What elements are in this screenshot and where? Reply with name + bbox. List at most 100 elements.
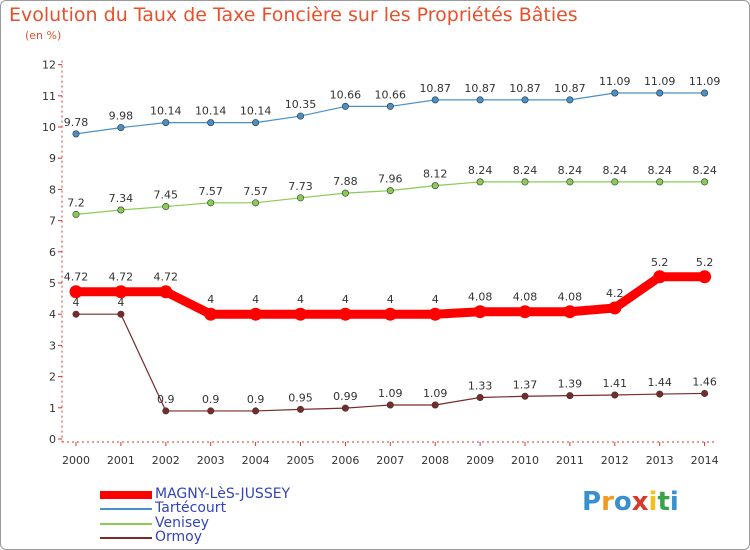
- data-point: [656, 89, 664, 97]
- data-point: [656, 390, 664, 398]
- data-label: 0.9: [202, 393, 220, 406]
- data-point: [386, 102, 394, 110]
- data-point: [653, 270, 667, 284]
- data-point: [162, 203, 170, 211]
- data-label: 5.2: [651, 256, 669, 269]
- data-point: [252, 407, 260, 415]
- data-point: [611, 178, 619, 186]
- data-label: 4: [387, 293, 394, 306]
- data-label: 11.09: [689, 75, 721, 88]
- y-tick-label: 5: [49, 277, 56, 290]
- y-tick-label: 10: [42, 121, 56, 134]
- data-label: 10.87: [464, 82, 496, 95]
- data-point: [341, 189, 349, 197]
- data-point: [341, 102, 349, 110]
- y-tick-label: 1: [49, 402, 56, 415]
- data-point: [563, 305, 577, 319]
- data-point: [162, 407, 170, 415]
- data-point: [701, 178, 709, 186]
- data-label: 4.72: [64, 271, 89, 284]
- data-point: [69, 285, 83, 299]
- data-label: 7.73: [288, 180, 313, 193]
- legend-label: Tartécourt: [155, 500, 227, 516]
- y-tick-label: 4: [49, 308, 56, 321]
- x-tick-label: 2013: [646, 454, 674, 467]
- legend-swatch: [100, 491, 152, 499]
- data-label: 4: [252, 293, 259, 306]
- data-label: 4.72: [154, 271, 179, 284]
- data-point: [114, 285, 128, 299]
- x-tick-label: 2007: [376, 454, 404, 467]
- data-label: 10.14: [195, 105, 227, 118]
- logo-letter: P: [582, 487, 602, 517]
- data-point: [296, 194, 304, 202]
- data-label: 7.34: [109, 192, 134, 205]
- data-label: 10.66: [330, 88, 362, 101]
- proxiti-logo: Proxiti: [582, 487, 679, 517]
- data-point: [252, 199, 260, 207]
- data-point: [476, 96, 484, 104]
- data-point: [473, 305, 487, 319]
- data-label: 0.9: [157, 393, 175, 406]
- data-point: [611, 391, 619, 399]
- data-point: [162, 119, 170, 127]
- data-point: [476, 394, 484, 402]
- data-point: [608, 301, 622, 315]
- x-tick-label: 2011: [556, 454, 584, 467]
- data-label: 1.37: [513, 378, 538, 391]
- data-point: [338, 307, 352, 321]
- y-tick-label: 2: [49, 371, 56, 384]
- logo-letter: x: [631, 487, 649, 517]
- data-point: [117, 124, 125, 132]
- y-tick-label: 8: [49, 183, 56, 196]
- data-point: [611, 89, 619, 97]
- legend-label: MAGNY-LèS-JUSSEY: [155, 486, 291, 502]
- data-label: 4.08: [513, 291, 538, 304]
- data-label: 0.95: [288, 391, 313, 404]
- y-tick-label: 3: [49, 339, 56, 352]
- data-label: 8.24: [558, 164, 583, 177]
- data-point: [296, 405, 304, 413]
- data-point: [566, 96, 574, 104]
- data-label: 4.72: [109, 271, 134, 284]
- data-point: [249, 307, 263, 321]
- data-label: 10.35: [285, 98, 317, 111]
- data-label: 10.87: [554, 82, 586, 95]
- data-point: [386, 187, 394, 195]
- x-tick-label: 2009: [466, 454, 494, 467]
- data-label: 8.24: [513, 164, 538, 177]
- data-label: 4: [117, 296, 124, 309]
- data-label: 1.39: [558, 378, 583, 391]
- data-label: 4: [432, 293, 439, 306]
- data-point: [476, 178, 484, 186]
- data-point: [207, 119, 215, 127]
- data-label: 10.14: [240, 105, 272, 118]
- x-tick-label: 2014: [691, 454, 719, 467]
- data-point: [698, 270, 712, 284]
- data-label: 4.08: [558, 291, 583, 304]
- data-label: 1.09: [378, 387, 403, 400]
- data-label: 4.2: [606, 287, 624, 300]
- data-point: [252, 119, 260, 127]
- series-magny-l-s-jussey: 4.72 4.72 4.72 4 4 4 4 4 4 4.08 4.08 4.08 4.2 5.2 5.2: [64, 256, 713, 321]
- data-label: 9.78: [64, 116, 89, 129]
- y-tick-label: 11: [42, 90, 56, 103]
- y-tick-label: 0: [49, 433, 56, 446]
- data-label: 11.09: [599, 75, 631, 88]
- data-label: 7.57: [198, 185, 223, 198]
- x-tick-label: 2006: [331, 454, 359, 467]
- unit-label: (en %): [25, 29, 62, 42]
- data-label: 11.09: [644, 75, 676, 88]
- x-tick-label: 2012: [601, 454, 629, 467]
- logo-letter: o: [613, 487, 632, 517]
- data-label: 4: [207, 293, 214, 306]
- data-point: [341, 404, 349, 412]
- legend-swatch: [100, 537, 152, 539]
- data-point: [159, 285, 173, 299]
- data-label: 10.87: [419, 82, 451, 95]
- data-label: 10.66: [375, 88, 407, 101]
- data-label: 8.24: [468, 164, 493, 177]
- data-point: [521, 178, 529, 186]
- data-label: 1.41: [603, 377, 628, 390]
- legend-label: Venisey: [155, 515, 210, 531]
